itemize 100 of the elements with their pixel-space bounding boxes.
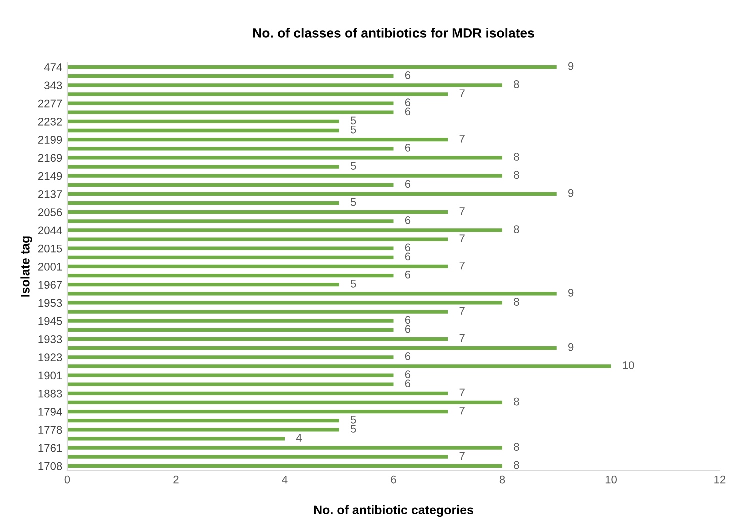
- bar: [68, 128, 340, 133]
- bar: [68, 356, 394, 360]
- data-label: 8: [514, 298, 520, 306]
- data-label: 6: [405, 244, 411, 252]
- bar: [68, 437, 285, 441]
- data-label: 6: [405, 325, 411, 334]
- x-axis-title: No. of antibiotic categories: [314, 505, 474, 518]
- x-tick-label: 4: [282, 476, 288, 484]
- bar: [68, 201, 340, 206]
- data-label: 5: [350, 280, 356, 288]
- data-label: 5: [350, 116, 356, 125]
- y-tick-label: 474: [44, 64, 62, 72]
- x-tick-label: 8: [500, 476, 506, 484]
- x-tick-label: 0: [64, 476, 70, 484]
- y-tick-label: 1794: [38, 408, 62, 416]
- bar: [68, 328, 394, 332]
- bar: [68, 455, 448, 459]
- data-label: 5: [350, 162, 356, 170]
- data-label: 9: [568, 62, 574, 70]
- data-label: 7: [460, 388, 465, 397]
- data-label: 6: [405, 180, 411, 188]
- bar: [68, 319, 394, 323]
- bar: [68, 256, 394, 260]
- data-label: 5: [350, 126, 356, 134]
- bar: [68, 102, 394, 106]
- bar: [68, 419, 340, 423]
- bar: [68, 292, 557, 296]
- x-tick-label: 10: [606, 476, 617, 484]
- data-label: 8: [514, 171, 520, 180]
- y-tick-label: 1923: [38, 354, 62, 362]
- y-tick-label: 2149: [38, 172, 62, 180]
- bar: [68, 174, 502, 178]
- bar: [68, 283, 340, 287]
- data-label: 9: [568, 189, 574, 198]
- bar: [68, 400, 502, 405]
- y-tick-label: 2277: [38, 100, 62, 108]
- bar: [68, 337, 448, 342]
- bar: [68, 120, 340, 124]
- bar: [68, 65, 557, 70]
- data-label: 6: [405, 71, 411, 80]
- bar: [68, 220, 394, 224]
- bar: [68, 428, 340, 432]
- y-tick-label: 2001: [38, 262, 62, 271]
- bar: [68, 446, 502, 450]
- y-tick-label: 1708: [38, 462, 62, 470]
- bar: [68, 346, 557, 350]
- data-label: 7: [460, 262, 465, 270]
- y-tick-label: 2169: [38, 154, 62, 162]
- data-label: 7: [460, 334, 465, 342]
- bar: [68, 210, 448, 214]
- y-tick-label: 2015: [38, 244, 62, 253]
- data-label: 10: [623, 362, 634, 370]
- data-label: 6: [405, 252, 411, 261]
- data-label: 8: [514, 443, 520, 452]
- y-tick-label: 1778: [38, 426, 62, 434]
- y-tick-label: 1953: [38, 299, 62, 308]
- bar: [68, 238, 448, 242]
- x-tick-label: 2: [174, 476, 179, 484]
- data-label: 7: [460, 407, 465, 415]
- bar: [68, 147, 394, 151]
- data-label: 6: [405, 352, 411, 360]
- bar: [68, 92, 448, 96]
- bar: [68, 301, 502, 305]
- data-label: 7: [460, 452, 465, 460]
- data-label: 9: [568, 289, 574, 297]
- bar: [68, 310, 448, 314]
- y-tick-label: 1933: [38, 336, 62, 344]
- data-label: 6: [405, 144, 411, 152]
- bar: [68, 392, 448, 396]
- bar: [68, 228, 502, 232]
- bar: [68, 74, 394, 78]
- data-label: 5: [350, 416, 356, 424]
- y-tick-label: 1901: [38, 372, 62, 380]
- bar: [68, 274, 394, 278]
- data-label: 8: [514, 398, 520, 406]
- y-tick-label: 343: [44, 82, 62, 90]
- chart-title: No. of classes of antibiotics for MDR isolates: [254, 28, 534, 38]
- data-label: 8: [514, 153, 520, 161]
- data-label: 5: [350, 425, 356, 433]
- bar: [68, 246, 394, 250]
- data-label: 7: [460, 307, 465, 315]
- data-label: 7: [460, 208, 465, 216]
- data-label: 6: [405, 370, 411, 378]
- bar: [68, 264, 448, 269]
- data-label: 6: [405, 98, 411, 107]
- data-label: 5: [350, 198, 356, 206]
- bar: [68, 410, 448, 414]
- bar: [68, 364, 612, 368]
- data-label: 6: [405, 316, 411, 324]
- bar: [68, 156, 502, 160]
- y-tick-label: 1761: [38, 444, 62, 452]
- y-tick-label: 2056: [38, 208, 62, 216]
- data-label: 6: [405, 216, 411, 224]
- y-tick-label: 2044: [38, 226, 62, 235]
- bar: [68, 464, 502, 468]
- y-tick-label: 2199: [38, 136, 62, 144]
- y-tick-label: 1967: [38, 281, 62, 289]
- data-label: 7: [460, 234, 465, 242]
- bar: [68, 382, 394, 386]
- bar: [68, 110, 394, 114]
